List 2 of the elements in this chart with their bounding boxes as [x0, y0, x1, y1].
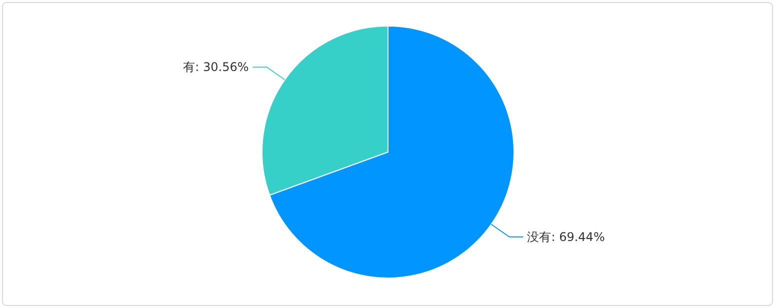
slice-label: 没有: 69.44%	[527, 230, 605, 244]
slice-label: 有: 30.56%	[183, 60, 249, 74]
